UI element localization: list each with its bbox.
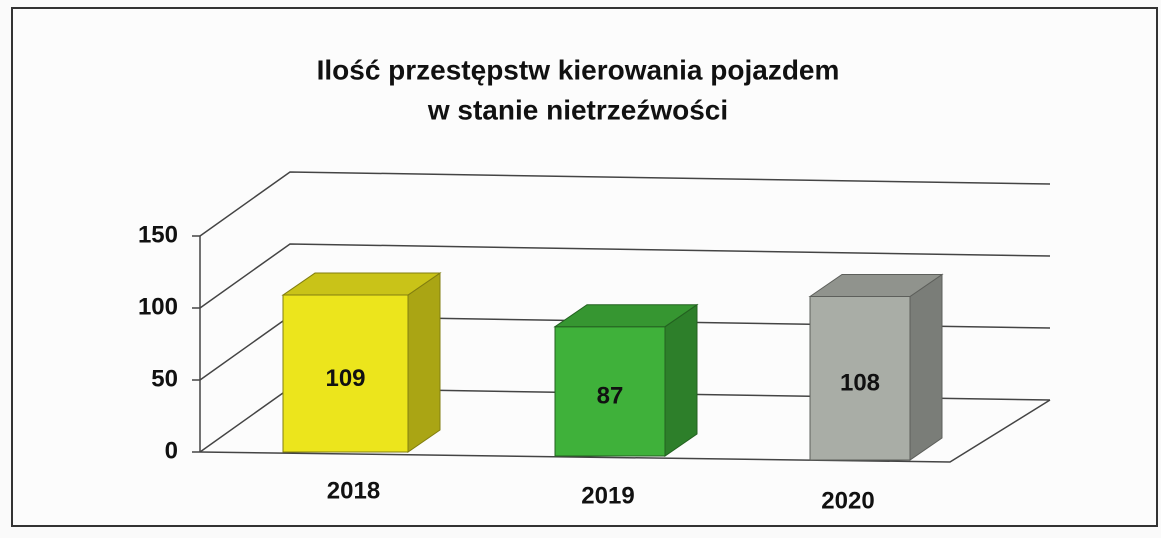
bar-face bbox=[553, 304, 699, 328]
y-tick-label: 0 bbox=[165, 437, 178, 464]
y-tick-label: 150 bbox=[138, 221, 178, 248]
x-tick-label: 2018 bbox=[327, 477, 380, 504]
y-tick-label: 100 bbox=[138, 293, 178, 320]
bar bbox=[808, 273, 944, 461]
x-tick-label: 2020 bbox=[821, 487, 874, 514]
bar-face bbox=[909, 273, 943, 461]
bar bbox=[281, 272, 442, 453]
y-tick-label: 50 bbox=[151, 365, 178, 392]
data-label: 87 bbox=[597, 383, 624, 410]
bar-face bbox=[664, 303, 698, 457]
grid-line bbox=[199, 243, 1051, 309]
bar-face bbox=[281, 272, 442, 296]
bar-face bbox=[407, 272, 441, 453]
grid-line bbox=[199, 171, 1051, 237]
bar bbox=[553, 303, 699, 457]
chart-title: Ilość przestępstw kierowania pojazdem bbox=[317, 54, 840, 85]
x-tick-label: 2019 bbox=[581, 482, 634, 509]
data-label: 108 bbox=[840, 370, 880, 397]
data-label: 109 bbox=[325, 365, 365, 392]
bar-face bbox=[808, 273, 944, 297]
floor-edge bbox=[199, 399, 1051, 463]
chart-title: w stanie nietrzeźwości bbox=[427, 94, 728, 125]
